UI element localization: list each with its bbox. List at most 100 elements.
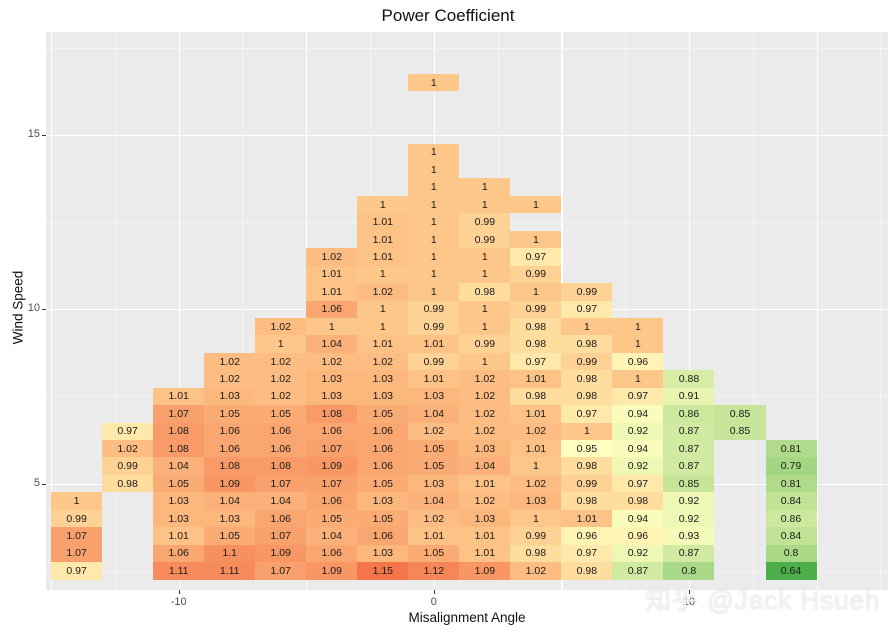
heatmap-cell: 1.08 (255, 457, 307, 475)
heatmap-cell: 1.02 (510, 474, 562, 493)
heatmap-cell: 0.97 (102, 422, 154, 441)
heatmap-cell: 1 (408, 248, 460, 266)
heatmap-cell: 1 (408, 195, 460, 214)
heatmap-cell: 1.09 (306, 457, 358, 475)
heatmap-cell: 1.01 (510, 370, 562, 388)
heatmap-cell: 1.01 (408, 335, 460, 353)
heatmap-cell: 1.01 (357, 230, 409, 249)
heatmap-cell: 0.98 (612, 492, 664, 510)
heatmap-cell: 0.99 (459, 335, 511, 353)
x-gridline (752, 32, 754, 590)
heatmap-cell: 1.08 (153, 440, 205, 458)
heatmap-cell: 1 (357, 300, 409, 318)
heatmap-cell: 0.99 (51, 509, 103, 528)
heatmap-cell: 1.04 (255, 492, 307, 510)
heatmap-cell: 1.07 (153, 405, 205, 423)
heatmap-cell: 0.97 (510, 248, 562, 266)
heatmap-cell: 1 (408, 161, 460, 179)
x-tick-mark (433, 590, 435, 594)
heatmap-cell: 1.07 (255, 527, 307, 545)
heatmap-cell: 1 (408, 143, 460, 162)
heatmap-cell: 0.86 (663, 405, 715, 423)
heatmap-cell: 1.06 (153, 544, 205, 563)
plot-panel: 1 1 1 1 1 1 1 1 1 1.01 1 0.99 1.01 1 0.99 1 1.02 1.01 1 1 0.… (46, 32, 888, 590)
heatmap-cell: 1.08 (306, 405, 358, 423)
heatmap-cell: 1.03 (357, 370, 409, 388)
heatmap-cell: 0.64 (765, 562, 817, 580)
heatmap-cell: 1.06 (306, 422, 358, 441)
heatmap-cell: 1.03 (306, 370, 358, 388)
heatmap-cell: 0.98 (102, 474, 154, 493)
heatmap-cell: 1 (408, 213, 460, 231)
heatmap-cell: 0.99 (561, 283, 613, 301)
heatmap-cell: 0.91 (663, 387, 715, 406)
heatmap-cell: 1.09 (204, 474, 256, 493)
heatmap-cell: 1.03 (357, 387, 409, 406)
heatmap-cell: 1.05 (357, 405, 409, 423)
heatmap-cell: 0.87 (663, 457, 715, 475)
heatmap-cell: 0.98 (561, 335, 613, 353)
heatmap-cell: 1.06 (357, 422, 409, 441)
heatmap-cell: 1 (612, 370, 664, 388)
heatmap-cell: 1 (255, 335, 307, 353)
heatmap-cell: 1 (510, 509, 562, 528)
heatmap-cell: 0.8 (765, 544, 817, 563)
heatmap-cell: 1.02 (408, 422, 460, 441)
heatmap-cell: 1.03 (510, 492, 562, 510)
y-tick-mark (42, 309, 46, 311)
x-tick-mark (178, 590, 180, 594)
heatmap-cell: 1.02 (306, 248, 358, 266)
heatmap-cell: 1.05 (255, 405, 307, 423)
heatmap-cell: 1.06 (306, 300, 358, 318)
heatmap-cell: 1 (561, 422, 613, 441)
heatmap-cell: 1.06 (204, 422, 256, 441)
heatmap-cell: 1 (459, 352, 511, 371)
heatmap-cell: 0.81 (765, 440, 817, 458)
x-gridline (625, 32, 626, 590)
heatmap-cell: 1 (510, 457, 562, 475)
heatmap-cell: 1.02 (510, 422, 562, 441)
heatmap-cell: 1 (408, 73, 460, 92)
x-gridline (114, 32, 116, 590)
heatmap-cell: 1 (306, 317, 358, 336)
heatmap-cell: 0.92 (612, 457, 664, 475)
heatmap-cell: 1.06 (306, 544, 358, 563)
heatmap-cell: 1.09 (255, 544, 307, 563)
heatmap-cell: 0.99 (510, 527, 562, 545)
heatmap-cell: 1 (357, 317, 409, 336)
heatmap-cell: 1.01 (408, 527, 460, 545)
heatmap-cell: 1.03 (153, 509, 205, 528)
heatmap-cell: 1.06 (204, 440, 256, 458)
heatmap-cell: 0.99 (102, 457, 154, 475)
x-gridline (178, 32, 180, 590)
heatmap-cell: 1.04 (204, 492, 256, 510)
heatmap-cell: 1.07 (306, 440, 358, 458)
heatmap-cell: 1.01 (510, 405, 562, 423)
heatmap-cell: 1.02 (204, 352, 256, 371)
heatmap-cell: 0.97 (51, 562, 103, 580)
heatmap-cell: 0.85 (714, 405, 766, 423)
heatmap-cell: 1.03 (408, 387, 460, 406)
heatmap-cell: 1 (357, 265, 409, 284)
heatmap-cell: 1 (612, 335, 664, 353)
heatmap-cell: 0.93 (663, 527, 715, 545)
heatmap-cell: 1.05 (306, 509, 358, 528)
y-gridline (46, 47, 888, 49)
heatmap-cell: 0.97 (510, 352, 562, 371)
heatmap-cell: 1.01 (357, 213, 409, 231)
heatmap-cell: 0.98 (510, 544, 562, 563)
heatmap-cell: 0.98 (561, 370, 613, 388)
y-tick-label: 10 (27, 302, 40, 315)
heatmap-cell: 1.05 (153, 474, 205, 493)
heatmap-cell: 0.98 (561, 457, 613, 475)
x-tick-label: -10 (170, 596, 187, 608)
heatmap-cell: 0.99 (408, 352, 460, 371)
heatmap-cell: 0.95 (561, 440, 613, 458)
heatmap-cell: 1.08 (204, 457, 256, 475)
heatmap-cell: 0.87 (663, 544, 715, 563)
heatmap-cell: 1.02 (357, 283, 409, 301)
chart-title: Power Coefficient (381, 6, 515, 25)
heatmap-cell: 1 (459, 317, 511, 336)
heatmap-cell: 1.02 (306, 352, 358, 371)
x-gridline (880, 32, 881, 590)
